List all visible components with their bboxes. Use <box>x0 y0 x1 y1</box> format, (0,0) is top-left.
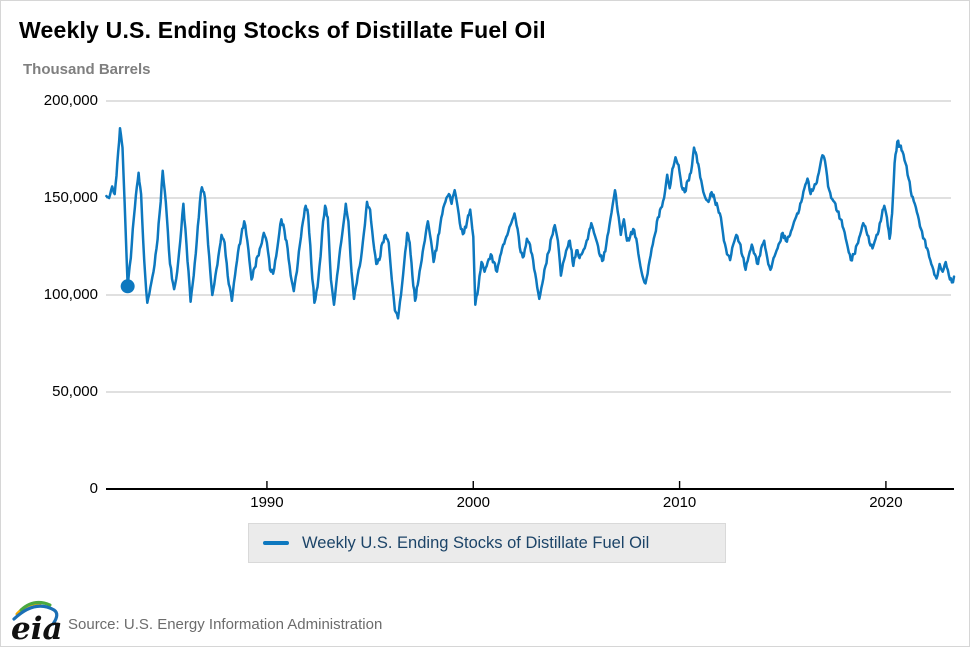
y-tick-label: 150,000 <box>43 189 98 206</box>
x-tick-label: 2010 <box>662 494 697 511</box>
eia-logo: eia <box>11 600 63 643</box>
y-tick-label: 200,000 <box>43 92 98 109</box>
legend-line-marker-icon <box>263 541 289 545</box>
chart-svg[interactable] <box>1 1 970 521</box>
logo-arc-green <box>19 600 52 612</box>
page-title: Weekly U.S. Ending Stocks of Distillate … <box>19 17 546 43</box>
series-line[interactable] <box>105 126 956 320</box>
series-point-marker[interactable] <box>120 279 135 294</box>
legend-label: Weekly U.S. Ending Stocks of Distillate … <box>302 533 650 552</box>
logo-text: eia <box>11 611 63 643</box>
x-tick-label: 2000 <box>456 494 490 511</box>
chart-area[interactable]: 0 50,000 100,000 150,000 200,000 1990 2000 2010… <box>1 1 970 521</box>
x-tick-label: 2020 <box>869 494 903 511</box>
y-tick-label: 0 <box>89 480 98 497</box>
y-tick-label: 50,000 <box>52 383 98 400</box>
x-tick-label: 1990 <box>250 494 284 511</box>
legend-box[interactable]: Weekly U.S. Ending Stocks of Distillate … <box>248 523 726 563</box>
y-tick-label: 100,000 <box>43 286 98 303</box>
source-text: Source: U.S. Energy Information Administ… <box>68 616 383 633</box>
y-axis-units-label: Thousand Barrels <box>23 61 151 78</box>
logo-arc-blue <box>12 604 59 626</box>
